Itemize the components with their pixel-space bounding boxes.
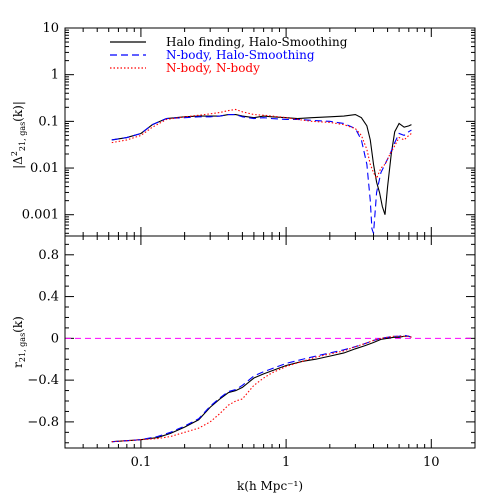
bottom-panel: −0.8 −0.4 0 0.4 0.8 0.1 1 10 r21, gas(k) k(h M… xyxy=(11,235,476,493)
top-series-1 xyxy=(111,113,412,215)
top-series-2 xyxy=(111,113,412,234)
top-panel-y-tick-labels: 0.001 0.01 0.1 1 10 xyxy=(22,21,59,223)
top-y-axis-label: |Δ221, gas(k)| xyxy=(10,101,27,169)
top-series-3 xyxy=(111,108,412,180)
bottom-panel-frame xyxy=(64,235,476,449)
y-tick-label: 0 xyxy=(51,331,59,346)
bottom-y-axis-label: r21, gas(k) xyxy=(11,316,27,368)
top-panel: 0.001 0.01 0.1 1 10 |Δ221, gas(k)| Halo find… xyxy=(10,21,476,237)
y-tick-label: 10 xyxy=(42,21,59,36)
bottom-series-3 xyxy=(111,335,412,443)
x-tick-label: 1 xyxy=(282,455,290,470)
y-tick-label: 0.01 xyxy=(30,161,59,176)
y-tick-label: 0.4 xyxy=(38,290,59,305)
x-tick-label: 10 xyxy=(423,455,440,470)
x-axis-label: k(h Mpc⁻¹) xyxy=(237,479,303,493)
bottom-panel-series xyxy=(111,334,412,443)
x-tick-label: 0.1 xyxy=(131,455,152,470)
legend-label: N-body, N-body xyxy=(166,61,260,75)
y-tick-label: −0.4 xyxy=(27,373,59,388)
bottom-series-1 xyxy=(111,335,412,443)
x-tick-labels: 0.1 1 10 xyxy=(131,455,440,470)
legend-label: Halo finding, Halo-Smoothing xyxy=(166,35,348,49)
y-tick-label: 0.8 xyxy=(38,248,59,263)
legend-label: N-body, Halo-Smoothing xyxy=(166,48,315,62)
y-tick-label: 0.1 xyxy=(38,114,59,129)
bottom-series-2 xyxy=(111,334,412,443)
y-tick-label: 1 xyxy=(51,68,59,83)
y-tick-label: 0.001 xyxy=(22,208,59,223)
top-panel-series xyxy=(111,108,412,234)
bottom-panel-ticks xyxy=(64,236,476,448)
bottom-panel-y-tick-labels: −0.8 −0.4 0 0.4 0.8 xyxy=(27,248,59,430)
y-tick-label: −0.8 xyxy=(27,415,59,430)
